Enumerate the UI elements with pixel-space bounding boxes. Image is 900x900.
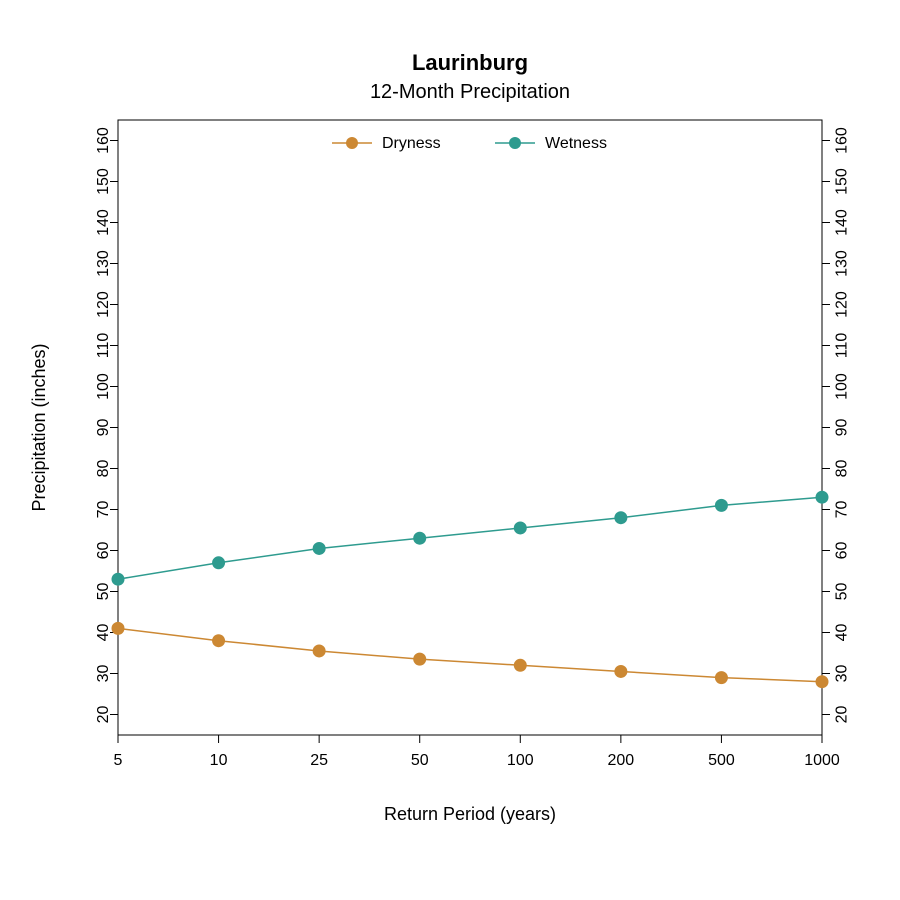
series-marker-wetness: [313, 542, 325, 554]
x-tick-label: 500: [708, 752, 735, 769]
y-tick-label-right: 140: [833, 209, 850, 236]
series-marker-dryness: [816, 676, 828, 688]
chart-svg: Laurinburg 12-Month Precipitation 5 10 25 50 1…: [0, 0, 900, 900]
series-marker-wetness: [816, 491, 828, 503]
chart-container: Laurinburg 12-Month Precipitation 5 10 25 50 1…: [0, 0, 900, 900]
y-tick-label-left: 120: [95, 291, 112, 318]
y-tick-label-left: 40: [95, 624, 112, 642]
y-tick-label-right: 100: [833, 373, 850, 400]
y-tick-label-right: 130: [833, 250, 850, 277]
x-tick-label: 1000: [804, 752, 840, 769]
y-axis-label: Precipitation (inches): [29, 343, 49, 511]
series-marker-wetness: [615, 512, 627, 524]
series-marker-wetness: [715, 499, 727, 511]
series-marker-dryness: [313, 645, 325, 657]
y-tick-label-left: 100: [95, 373, 112, 400]
y-tick-label-right: 80: [833, 460, 850, 478]
y-tick-label-left: 150: [95, 168, 112, 195]
series-marker-wetness: [414, 532, 426, 544]
y-tick-label-left: 130: [95, 250, 112, 277]
legend-label: Dryness: [382, 135, 441, 152]
legend-marker: [509, 137, 521, 149]
y-tick-label-right: 50: [833, 583, 850, 601]
series-marker-dryness: [615, 665, 627, 677]
y-tick-label-left: 90: [95, 419, 112, 437]
y-tick-label-right: 40: [833, 624, 850, 642]
y-tick-label-left: 50: [95, 583, 112, 601]
chart-title-main: Laurinburg: [412, 50, 528, 75]
y-tick-label-left: 160: [95, 127, 112, 154]
x-axis-label: Return Period (years): [384, 804, 556, 824]
x-tick-label: 100: [507, 752, 534, 769]
y-tick-label-right: 160: [833, 127, 850, 154]
y-tick-label-left: 140: [95, 209, 112, 236]
series-marker-wetness: [213, 557, 225, 569]
y-tick-label-left: 110: [95, 333, 112, 359]
x-tick-label: 5: [114, 752, 123, 769]
y-tick-label-right: 110: [833, 333, 850, 359]
y-tick-label-right: 90: [833, 419, 850, 437]
series-marker-wetness: [112, 573, 124, 585]
y-tick-label-left: 30: [95, 665, 112, 683]
series-marker-wetness: [514, 522, 526, 534]
x-tick-label: 25: [310, 752, 328, 769]
y-tick-label-right: 120: [833, 291, 850, 318]
series-marker-dryness: [112, 622, 124, 634]
y-tick-label-left: 70: [95, 501, 112, 519]
y-tick-label-left: 20: [95, 706, 112, 724]
x-tick-label: 200: [608, 752, 635, 769]
chart-title-sub: 12-Month Precipitation: [370, 81, 570, 103]
y-tick-label-right: 30: [833, 665, 850, 683]
series-marker-dryness: [414, 653, 426, 665]
y-tick-label-left: 60: [95, 542, 112, 560]
series-marker-dryness: [213, 635, 225, 647]
series-marker-dryness: [715, 672, 727, 684]
y-tick-label-right: 60: [833, 542, 850, 560]
x-tick-label: 50: [411, 752, 429, 769]
series-marker-dryness: [514, 659, 526, 671]
legend-label: Wetness: [545, 135, 607, 152]
y-tick-label-right: 20: [833, 706, 850, 724]
y-tick-label-right: 70: [833, 501, 850, 519]
y-tick-label-right: 150: [833, 168, 850, 195]
y-tick-label-left: 80: [95, 460, 112, 478]
legend-marker: [346, 137, 358, 149]
x-tick-label: 10: [210, 752, 228, 769]
